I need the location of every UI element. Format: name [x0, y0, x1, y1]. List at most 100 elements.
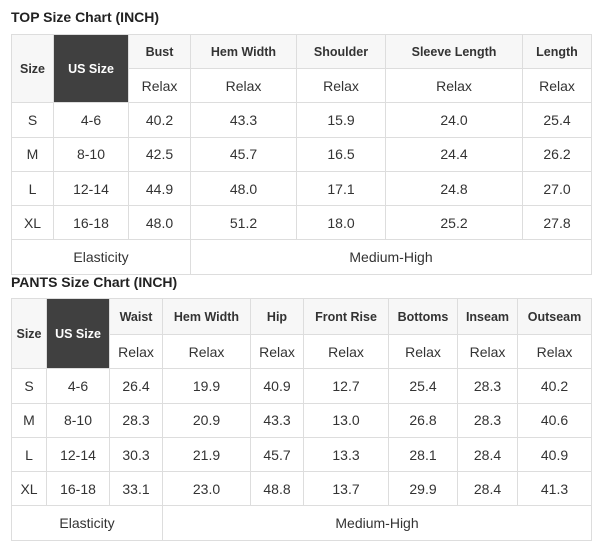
- header-cell: Hem Width: [190, 34, 297, 69]
- table-cell: 28.4: [457, 436, 518, 473]
- table-cell: M: [11, 136, 54, 172]
- table-cell: 40.9: [250, 368, 304, 404]
- table-cell: 45.7: [190, 136, 297, 172]
- table-cell: 41.3: [517, 471, 592, 507]
- header-size: Size: [11, 297, 47, 370]
- table-cell: 12.7: [303, 368, 389, 404]
- table-cell: 30.3: [109, 436, 163, 473]
- header-cell: Sleeve Length: [385, 34, 523, 69]
- fit-cell: Relax: [128, 67, 191, 104]
- header-cell: Inseam: [457, 298, 518, 335]
- fit-cell: Relax: [109, 333, 163, 370]
- table-cell: 15.9: [296, 102, 386, 138]
- fit-cell: Relax: [296, 67, 386, 104]
- table-cell: 12-14: [46, 436, 110, 473]
- table-cell: 8-10: [53, 136, 129, 172]
- table-cell: 28.3: [457, 402, 518, 438]
- table-row: XL 16-18 33.1 23.0 48.8 13.7 29.9 28.4 41.3: [11, 471, 592, 507]
- fit-cell: Relax: [250, 333, 304, 370]
- table-cell: 24.8: [385, 170, 523, 207]
- table-row: S 4-6 26.4 19.9 40.9 12.7 25.4 28.3 40.2: [11, 368, 592, 404]
- table-cell: 26.2: [522, 136, 592, 172]
- table-cell: 44.9: [128, 170, 191, 207]
- table-cell: 48.8: [250, 471, 304, 507]
- table-cell: 25.4: [388, 368, 458, 404]
- table-cell: 16-18: [46, 471, 110, 507]
- pants-chart-title: PANTS Size Chart (INCH): [11, 274, 178, 290]
- table-cell: 43.3: [250, 402, 304, 438]
- table-cell: 23.0: [162, 471, 251, 507]
- table-cell: 21.9: [162, 436, 251, 473]
- fit-cell: Relax: [517, 333, 592, 370]
- header-us-size: US Size: [46, 297, 110, 370]
- table-cell: 24.0: [385, 102, 523, 138]
- table-cell: 12-14: [53, 170, 129, 207]
- table-cell: 42.5: [128, 136, 191, 172]
- header-cell: Waist: [109, 298, 163, 335]
- table-cell: XL: [11, 205, 54, 241]
- table-cell: 25.2: [385, 205, 523, 241]
- table-cell: L: [11, 170, 54, 207]
- table-cell: 4-6: [46, 368, 110, 404]
- header-cell: Bust: [128, 34, 191, 69]
- table-row: L 12-14 30.3 21.9 45.7 13.3 28.1 28.4 40.9: [11, 436, 592, 473]
- table-cell: 18.0: [296, 205, 386, 241]
- table-cell: 8-10: [46, 402, 110, 438]
- table-cell: 28.3: [109, 402, 163, 438]
- header-cell: Hip: [250, 298, 304, 335]
- table-cell: 26.4: [109, 368, 163, 404]
- table-cell: 26.8: [388, 402, 458, 438]
- table-cell: 24.4: [385, 136, 523, 172]
- header-cell: Bottoms: [388, 298, 458, 335]
- table-cell: 25.4: [522, 102, 592, 138]
- table-cell: 4-6: [53, 102, 129, 138]
- table-cell: 13.7: [303, 471, 389, 507]
- fit-cell: Relax: [385, 67, 523, 104]
- table-cell: 27.8: [522, 205, 592, 241]
- table-cell: M: [11, 402, 47, 438]
- table-cell: 40.9: [517, 436, 592, 473]
- top-chart-title: TOP Size Chart (INCH): [11, 9, 160, 25]
- table-row: L 12-14 44.9 48.0 17.1 24.8 27.0: [11, 170, 592, 207]
- fit-cell: Relax: [522, 67, 592, 104]
- fit-cell: Relax: [457, 333, 518, 370]
- table-cell: 29.9: [388, 471, 458, 507]
- header-cell: Length: [522, 34, 592, 69]
- table-cell: 28.1: [388, 436, 458, 473]
- fit-cell: Relax: [388, 333, 458, 370]
- table-cell: 16.5: [296, 136, 386, 172]
- fit-cell: Relax: [303, 333, 389, 370]
- table-cell: 43.3: [190, 102, 297, 138]
- table-cell: 27.0: [522, 170, 592, 207]
- header-cell: Outseam: [517, 298, 592, 335]
- table-cell: 20.9: [162, 402, 251, 438]
- fit-cell: Relax: [162, 333, 251, 370]
- table-cell: 19.9: [162, 368, 251, 404]
- header-us-size: US Size: [53, 33, 129, 104]
- fit-cell: Relax: [190, 67, 297, 104]
- table-row: S 4-6 40.2 43.3 15.9 24.0 25.4: [11, 102, 592, 138]
- table-cell: 40.6: [517, 402, 592, 438]
- table-cell: 33.1: [109, 471, 163, 507]
- table-cell: 51.2: [190, 205, 297, 241]
- header-cell: Hem Width: [162, 298, 251, 335]
- table-cell: 17.1: [296, 170, 386, 207]
- table-cell: 28.4: [457, 471, 518, 507]
- table-cell: S: [11, 102, 54, 138]
- table-cell: 48.0: [190, 170, 297, 207]
- table-cell: XL: [11, 471, 47, 507]
- elasticity-value: Medium-High: [190, 239, 592, 275]
- header-cell: Shoulder: [296, 34, 386, 69]
- pants-size-table: Size US Size Waist Hem Width Hip Front Rise Bo…: [11, 297, 592, 541]
- table-cell: 13.0: [303, 402, 389, 438]
- table-cell: 45.7: [250, 436, 304, 473]
- top-size-table: Size US Size Bust Hem Width Shoulder Sleeve L…: [11, 33, 592, 275]
- elasticity-label: Elasticity: [11, 239, 191, 275]
- table-cell: L: [11, 436, 47, 473]
- table-row: M 8-10 28.3 20.9 43.3 13.0 26.8 28.3 40.6: [11, 402, 592, 438]
- table-cell: 40.2: [128, 102, 191, 138]
- elasticity-label: Elasticity: [11, 505, 163, 541]
- table-cell: 28.3: [457, 368, 518, 404]
- table-cell: 16-18: [53, 205, 129, 241]
- header-size: Size: [11, 33, 54, 104]
